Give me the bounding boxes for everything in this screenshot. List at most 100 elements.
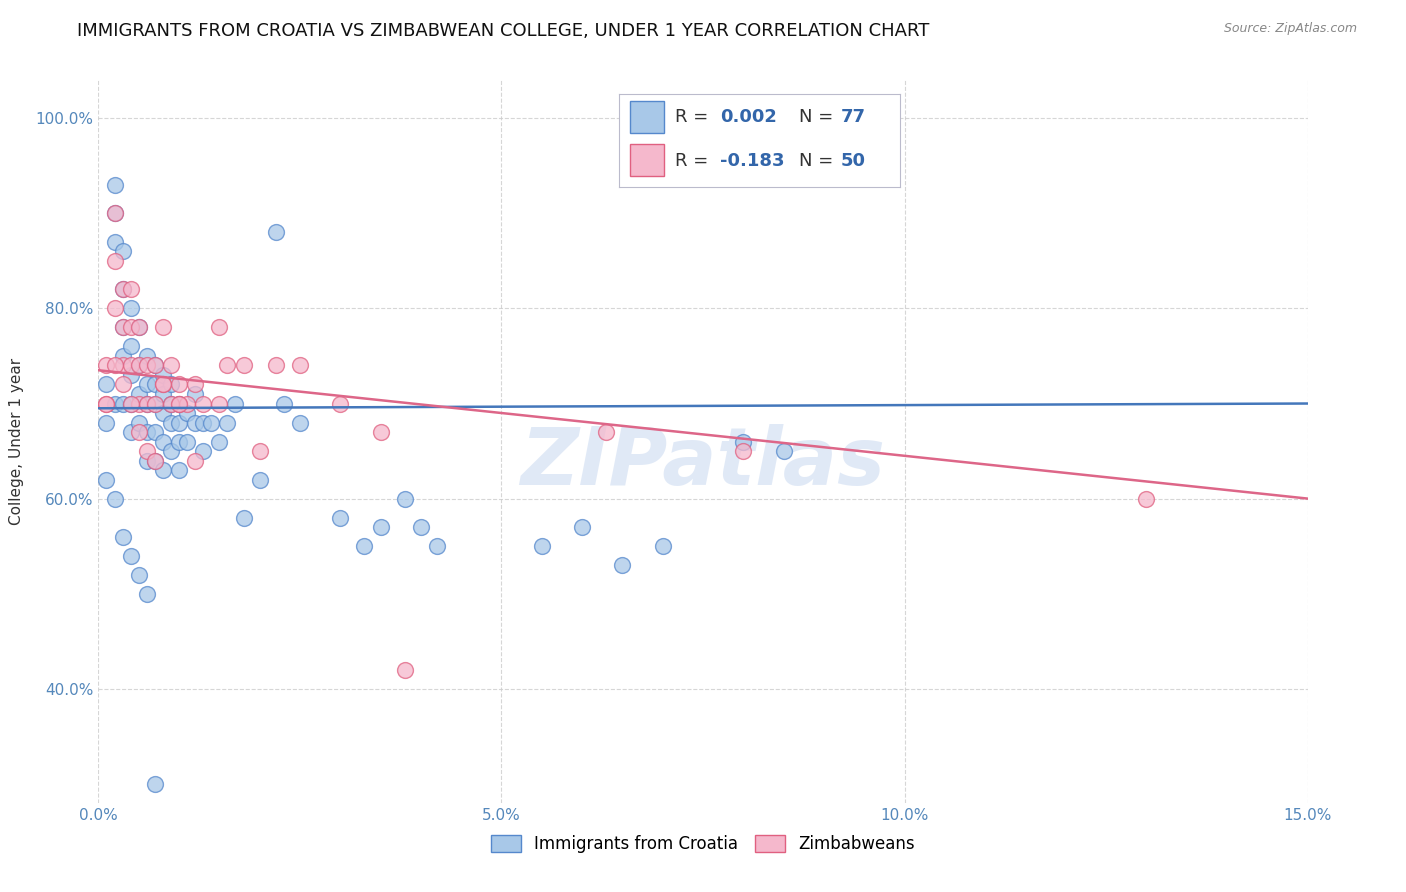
- Point: [135, 587, 157, 601]
- Point: [111, 320, 134, 334]
- Point: [135, 396, 157, 410]
- Point: [120, 339, 142, 353]
- Point: [120, 320, 142, 334]
- Point: [167, 396, 190, 410]
- Point: [120, 368, 142, 382]
- Point: [160, 359, 183, 373]
- Point: [167, 396, 190, 410]
- Point: [143, 777, 166, 791]
- Point: [111, 320, 134, 334]
- Point: [103, 235, 125, 249]
- Point: [120, 396, 142, 410]
- Point: [217, 416, 239, 430]
- Point: [152, 320, 174, 334]
- Point: [249, 473, 271, 487]
- Point: [135, 444, 157, 458]
- Point: [167, 463, 190, 477]
- Point: [370, 425, 392, 439]
- Legend: Immigrants from Croatia, Zimbabweans: Immigrants from Croatia, Zimbabweans: [484, 828, 922, 860]
- Text: 77: 77: [841, 108, 866, 126]
- Point: [530, 539, 553, 553]
- Point: [120, 425, 142, 439]
- Point: [264, 359, 287, 373]
- Point: [184, 416, 207, 430]
- Point: [167, 396, 190, 410]
- Text: R =: R =: [675, 108, 714, 126]
- Point: [128, 359, 150, 373]
- Point: [329, 396, 352, 410]
- Point: [329, 510, 352, 524]
- Point: [176, 434, 198, 449]
- Point: [143, 425, 166, 439]
- Point: [120, 396, 142, 410]
- Point: [409, 520, 432, 534]
- Point: [193, 396, 215, 410]
- Point: [96, 396, 118, 410]
- Point: [208, 434, 231, 449]
- Text: 50: 50: [841, 153, 866, 170]
- Point: [128, 396, 150, 410]
- Point: [200, 416, 222, 430]
- Point: [143, 396, 166, 410]
- Point: [167, 416, 190, 430]
- Point: [426, 539, 449, 553]
- Point: [135, 377, 157, 392]
- Text: IMMIGRANTS FROM CROATIA VS ZIMBABWEAN COLLEGE, UNDER 1 YEAR CORRELATION CHART: IMMIGRANTS FROM CROATIA VS ZIMBABWEAN CO…: [77, 22, 929, 40]
- Point: [135, 425, 157, 439]
- Point: [152, 377, 174, 392]
- Point: [135, 453, 157, 467]
- Point: [96, 416, 118, 430]
- Point: [103, 396, 125, 410]
- Point: [176, 396, 198, 410]
- Point: [595, 425, 617, 439]
- Point: [111, 244, 134, 259]
- Point: [217, 359, 239, 373]
- Text: N =: N =: [799, 153, 838, 170]
- Point: [135, 349, 157, 363]
- Point: [111, 530, 134, 544]
- Point: [96, 359, 118, 373]
- Point: [96, 473, 118, 487]
- Point: [651, 539, 673, 553]
- Point: [160, 377, 183, 392]
- Point: [120, 301, 142, 316]
- Point: [232, 359, 254, 373]
- Bar: [630, 101, 664, 133]
- Point: [103, 301, 125, 316]
- Point: [143, 453, 166, 467]
- Point: [103, 254, 125, 268]
- Point: [394, 663, 416, 677]
- Point: [111, 282, 134, 296]
- Point: [135, 359, 157, 373]
- Point: [733, 444, 755, 458]
- Point: [193, 444, 215, 458]
- Point: [128, 567, 150, 582]
- Point: [152, 463, 174, 477]
- Point: [208, 320, 231, 334]
- Point: [167, 434, 190, 449]
- Point: [128, 359, 150, 373]
- Point: [571, 520, 593, 534]
- Y-axis label: College, Under 1 year: College, Under 1 year: [10, 358, 24, 525]
- Point: [394, 491, 416, 506]
- Point: [111, 396, 134, 410]
- Text: ZIPatlas: ZIPatlas: [520, 425, 886, 502]
- Point: [160, 396, 183, 410]
- Point: [232, 510, 254, 524]
- Point: [208, 396, 231, 410]
- Point: [128, 416, 150, 430]
- Point: [176, 406, 198, 420]
- Point: [193, 416, 215, 430]
- Text: -0.183: -0.183: [720, 153, 785, 170]
- Point: [128, 320, 150, 334]
- Point: [120, 549, 142, 563]
- Point: [160, 396, 183, 410]
- Point: [353, 539, 375, 553]
- Point: [128, 387, 150, 401]
- Point: [103, 206, 125, 220]
- Point: [103, 359, 125, 373]
- Point: [152, 377, 174, 392]
- Text: N =: N =: [799, 108, 838, 126]
- Point: [128, 320, 150, 334]
- Point: [152, 434, 174, 449]
